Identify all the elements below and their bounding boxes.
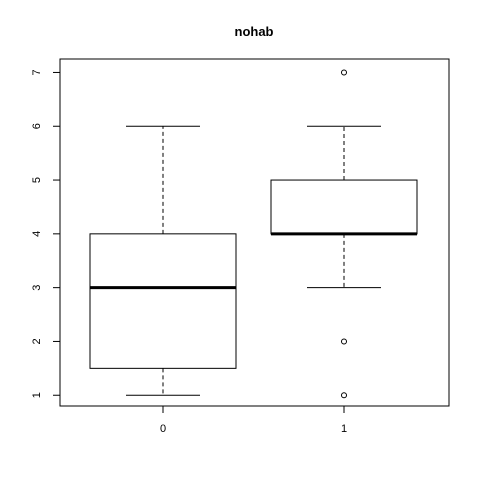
- box-0: [89, 125, 237, 396]
- outlier-point: [341, 338, 347, 345]
- box-iqr: [270, 179, 418, 235]
- y-tick-label: 7: [31, 69, 43, 75]
- y-tick-label: 6: [31, 123, 43, 129]
- outlier-point: [341, 392, 347, 399]
- x-tick-label: 1: [341, 423, 347, 435]
- y-axis: 1 2 3 4 5 6 7: [31, 69, 60, 398]
- box-iqr: [89, 233, 237, 369]
- outlier-point: [341, 69, 347, 76]
- y-tick-label: 2: [31, 338, 43, 344]
- y-tick-label: 4: [31, 231, 43, 237]
- chart-title: nohab: [235, 24, 274, 39]
- y-tick-label: 5: [31, 177, 43, 183]
- y-tick-label: 3: [31, 285, 43, 291]
- boxes-group: [89, 69, 418, 399]
- y-tick-label: 1: [31, 392, 43, 398]
- box-1: [270, 69, 418, 399]
- plot-frame: [59, 58, 450, 407]
- x-tick-label: 0: [160, 423, 166, 435]
